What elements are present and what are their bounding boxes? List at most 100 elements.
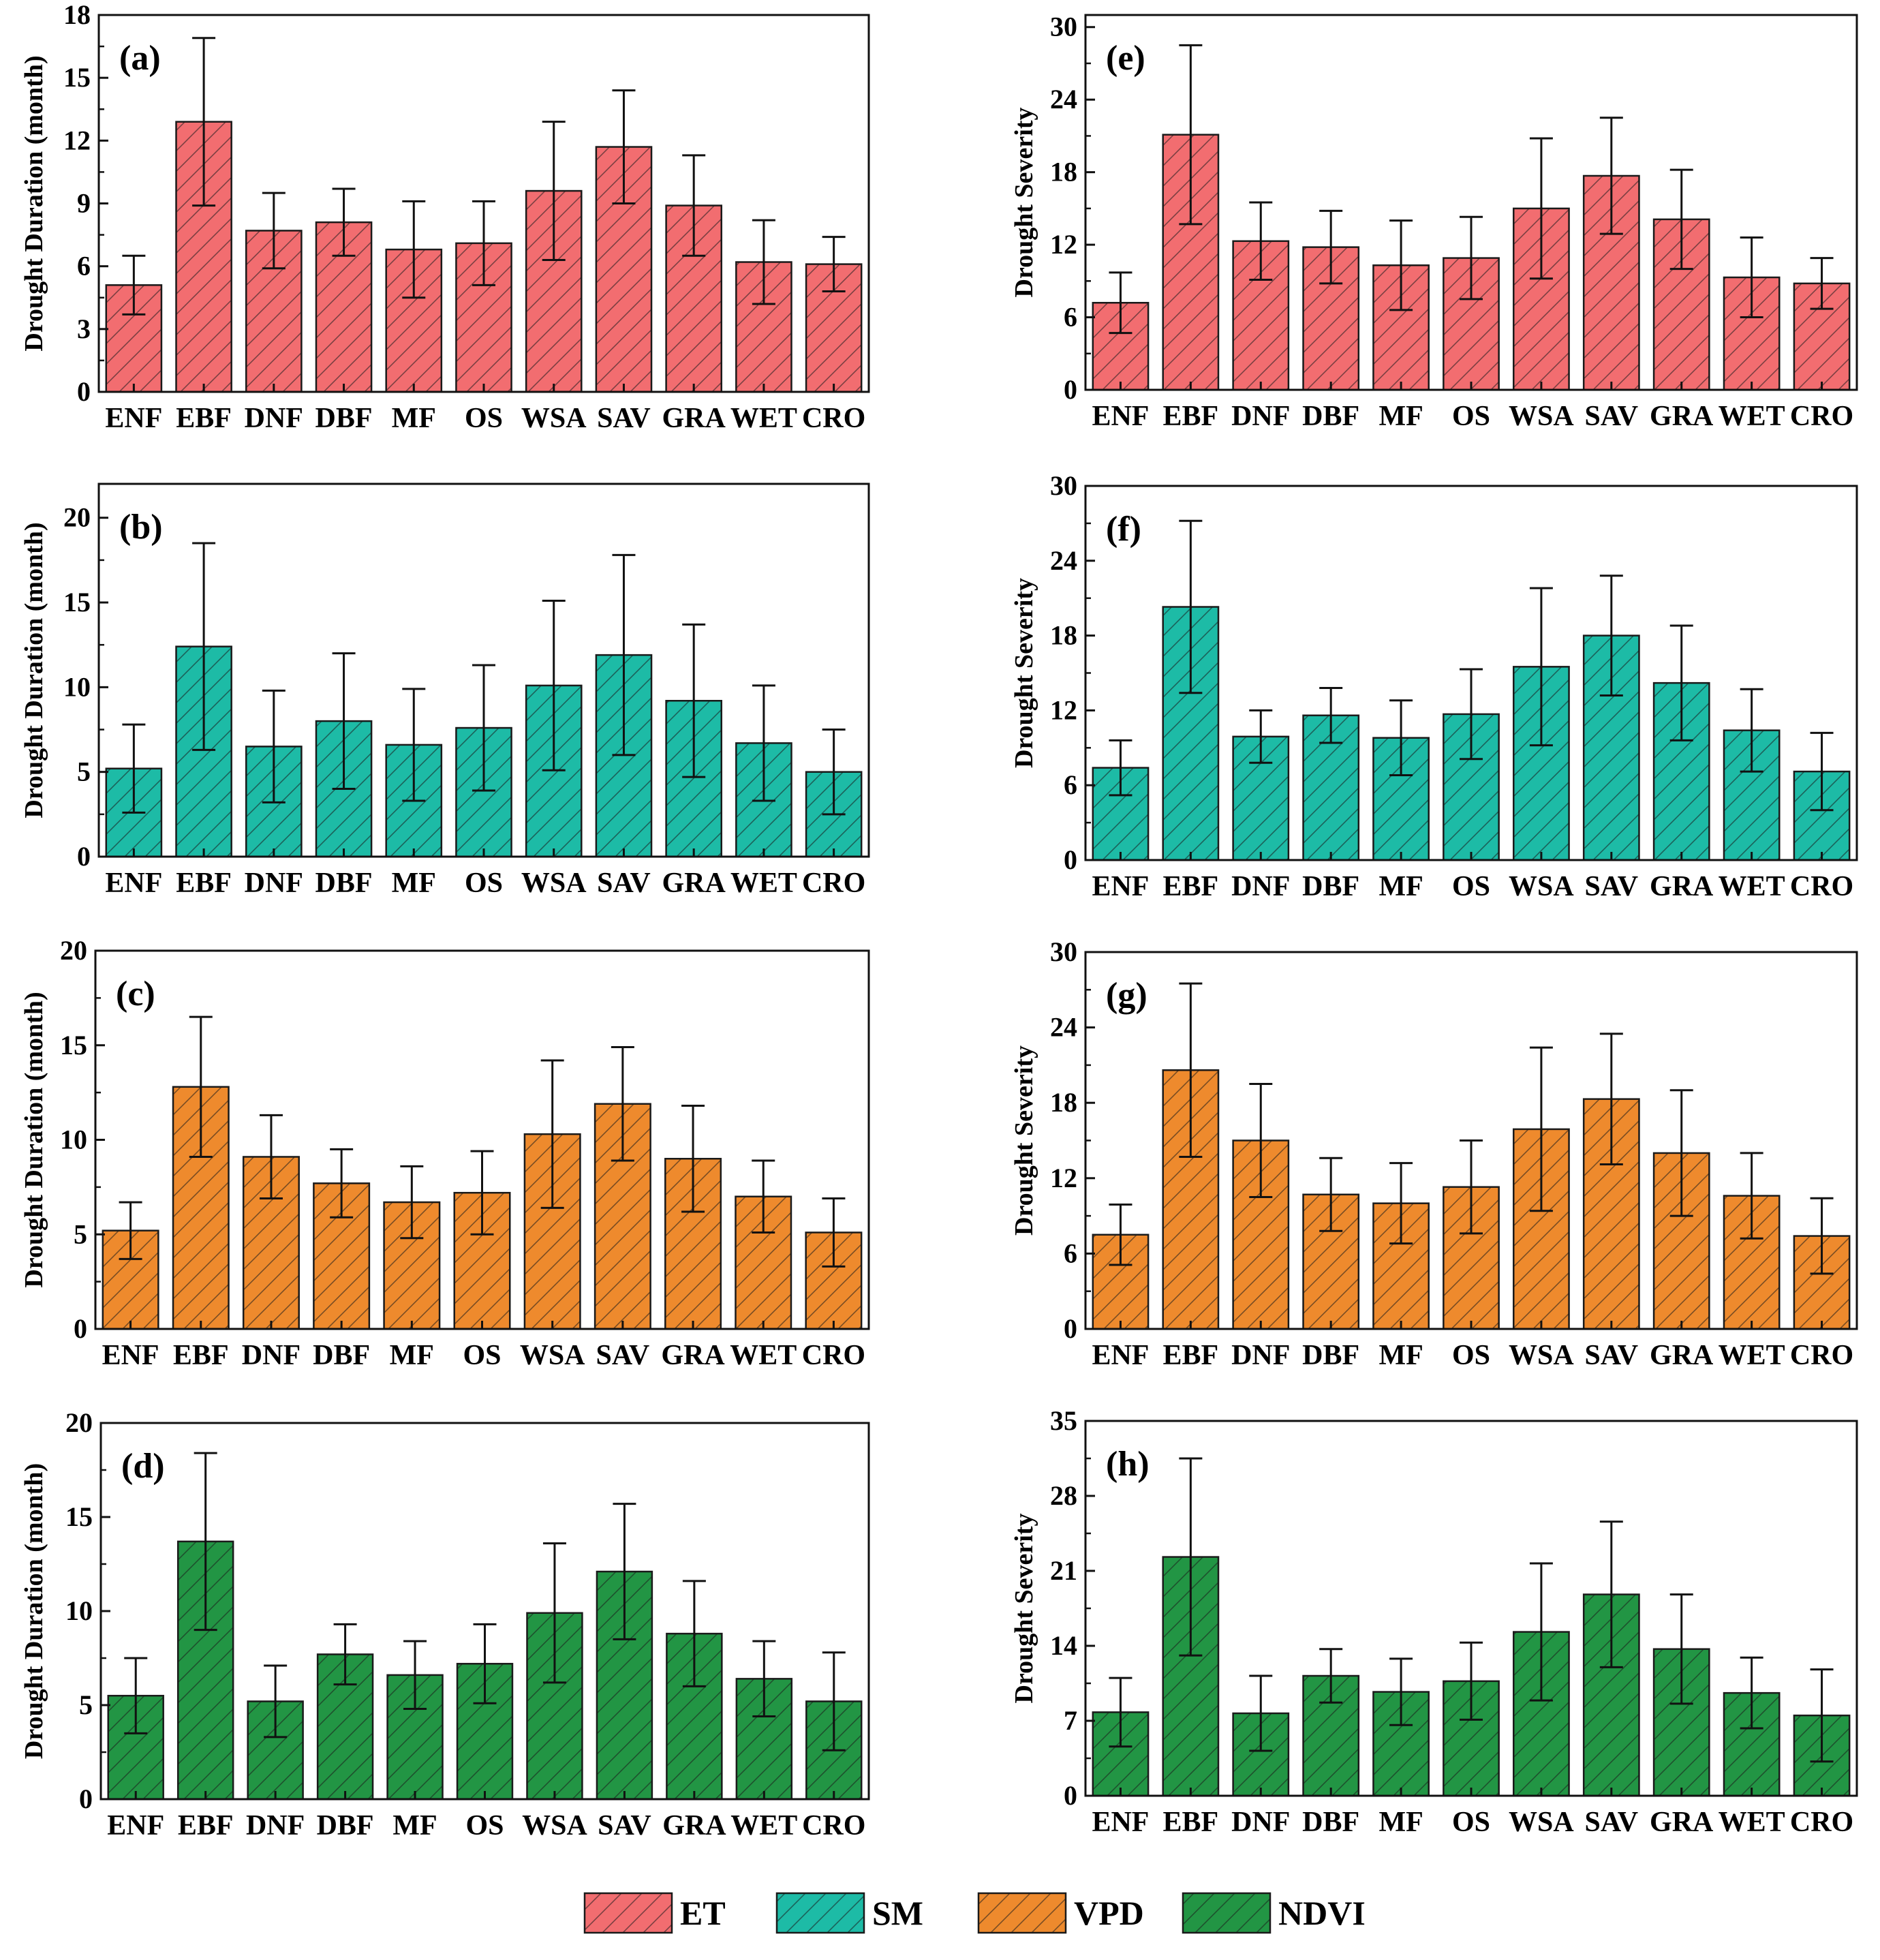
x-tick-label: OS bbox=[1452, 871, 1490, 902]
x-tick-label: WSA bbox=[1509, 1340, 1574, 1371]
x-tick-label: EBF bbox=[173, 1340, 229, 1371]
x-tick-label: DBF bbox=[1302, 871, 1359, 902]
y-tick-label: 0 bbox=[1064, 1780, 1077, 1811]
x-tick-label: CRO bbox=[802, 868, 865, 899]
panel-a: 0 3 6 9 12 15 18 ENF EBF DNF DBF MF OS WSA SAV GRA WET CR… bbox=[20, 0, 870, 434]
x-tick-label: SAV bbox=[598, 1810, 651, 1841]
x-tick-label: GRA bbox=[662, 403, 726, 434]
bar-hatch bbox=[664, 1158, 722, 1330]
x-tick-label: WET bbox=[730, 1810, 797, 1841]
x-tick-label: DBF bbox=[317, 1810, 374, 1841]
x-tick-label: DBF bbox=[315, 868, 373, 899]
x-tick-label: CRO bbox=[802, 1810, 865, 1841]
x-tick-label: SAV bbox=[1585, 871, 1639, 902]
x-tick-label: EBF bbox=[1163, 871, 1219, 902]
y-tick-label: 30 bbox=[1050, 470, 1077, 501]
y-tick-label: 0 bbox=[74, 1313, 87, 1344]
legend-item-et: ET bbox=[583, 1892, 726, 1934]
x-tick-label: ENF bbox=[1092, 401, 1149, 432]
panel-label: (b) bbox=[119, 508, 163, 547]
x-tick-label: OS bbox=[1452, 401, 1490, 432]
x-tick-label: WET bbox=[730, 868, 797, 899]
x-tick-label: MF bbox=[392, 868, 436, 899]
y-tick-label: 12 bbox=[1050, 1163, 1077, 1193]
legend-label: ET bbox=[680, 1894, 726, 1932]
x-tick-label: DBF bbox=[1302, 1340, 1359, 1371]
x-tick-label: SAV bbox=[1585, 1807, 1639, 1838]
x-tick-label: MF bbox=[1378, 401, 1423, 432]
x-tick-label: SAV bbox=[597, 403, 651, 434]
x-tick-label: WSA bbox=[522, 1810, 587, 1841]
y-axis-title: Drought Duration (month) bbox=[20, 55, 48, 351]
x-tick-label: DNF bbox=[245, 403, 303, 434]
y-tick-label: 21 bbox=[1050, 1555, 1077, 1586]
y-tick-label: 12 bbox=[1050, 229, 1077, 260]
x-tick-label: SAV bbox=[596, 1340, 650, 1371]
y-tick-label: 6 bbox=[1064, 769, 1077, 800]
x-tick-label: MF bbox=[1378, 1807, 1423, 1838]
y-tick-label: 0 bbox=[1064, 844, 1077, 875]
legend-swatch-hatch bbox=[775, 1892, 865, 1934]
y-tick-label: 18 bbox=[63, 0, 91, 30]
legend-swatch-hatch bbox=[1182, 1892, 1272, 1934]
x-tick-label: EBF bbox=[1163, 1807, 1219, 1838]
y-tick-label: 20 bbox=[63, 502, 91, 533]
x-tick-label: CRO bbox=[802, 1340, 865, 1371]
x-tick-label: DNF bbox=[242, 1340, 301, 1371]
x-tick-label: ENF bbox=[105, 868, 162, 899]
x-tick-label: ENF bbox=[1092, 871, 1149, 902]
x-tick-label: WET bbox=[1719, 1807, 1785, 1838]
y-tick-label: 10 bbox=[63, 671, 91, 702]
x-tick-label: GRA bbox=[661, 1340, 725, 1371]
x-tick-label: SAV bbox=[1585, 401, 1639, 432]
bar-hatch bbox=[1232, 1139, 1290, 1330]
panel-b: 0 5 10 15 20 ENF EBF DNF DBF MF OS WSA SAV GRA WET CRO D… bbox=[20, 483, 870, 899]
y-tick-label: 0 bbox=[79, 1783, 93, 1814]
y-tick-label: 6 bbox=[77, 251, 91, 281]
y-tick-label: 18 bbox=[1050, 157, 1077, 187]
y-tick-label: 15 bbox=[60, 1030, 87, 1060]
x-tick-label: MF bbox=[1378, 871, 1423, 902]
y-tick-label: 15 bbox=[63, 587, 91, 617]
x-tick-label: DBF bbox=[1302, 1807, 1359, 1838]
y-tick-label: 35 bbox=[1050, 1405, 1077, 1436]
x-tick-label: WET bbox=[1719, 1340, 1785, 1371]
y-axis-title: Drought Duration (month) bbox=[20, 992, 48, 1287]
x-tick-label: EBF bbox=[176, 868, 232, 899]
x-tick-label: OS bbox=[465, 403, 503, 434]
x-tick-label: GRA bbox=[1650, 401, 1714, 432]
x-tick-label: OS bbox=[1452, 1807, 1490, 1838]
bar-hatch bbox=[456, 1663, 514, 1801]
panel-label: (g) bbox=[1106, 976, 1147, 1015]
legend-label: NDVI bbox=[1278, 1894, 1366, 1932]
x-tick-label: SAV bbox=[597, 868, 651, 899]
panel-label: (a) bbox=[119, 39, 161, 78]
y-axis-title: Drought Duration (month) bbox=[20, 522, 48, 818]
x-tick-label: MF bbox=[392, 1810, 437, 1841]
y-tick-label: 20 bbox=[65, 1407, 93, 1438]
y-tick-label: 6 bbox=[1064, 302, 1077, 333]
panel-label: (c) bbox=[116, 975, 155, 1013]
y-tick-label: 10 bbox=[60, 1124, 87, 1155]
panel-d: 0 5 10 15 20 ENF EBF DNF DBF MF OS WSA SAV GRA WET CRO D… bbox=[20, 1407, 870, 1841]
x-tick-label: ENF bbox=[105, 403, 162, 434]
y-axis-title: Drought Severity bbox=[1010, 1514, 1038, 1704]
x-tick-label: OS bbox=[1452, 1340, 1490, 1371]
y-tick-label: 3 bbox=[77, 313, 91, 344]
x-tick-label: CRO bbox=[1790, 401, 1853, 432]
x-tick-label: DNF bbox=[246, 1810, 305, 1841]
x-tick-label: WET bbox=[1719, 871, 1785, 902]
x-tick-label: WSA bbox=[520, 1340, 585, 1371]
x-tick-label: ENF bbox=[1092, 1807, 1149, 1838]
y-tick-label: 5 bbox=[74, 1219, 87, 1249]
legend-item-ndvi: NDVI bbox=[1182, 1892, 1366, 1934]
x-tick-label: GRA bbox=[662, 1810, 726, 1841]
legend-item-vpd: VPD bbox=[977, 1892, 1144, 1934]
y-tick-label: 28 bbox=[1050, 1480, 1077, 1511]
x-tick-label: SAV bbox=[1585, 1340, 1639, 1371]
x-tick-label: ENF bbox=[107, 1810, 164, 1841]
x-tick-label: CRO bbox=[802, 403, 865, 434]
x-tick-label: EBF bbox=[176, 403, 232, 434]
y-tick-label: 9 bbox=[77, 188, 91, 219]
